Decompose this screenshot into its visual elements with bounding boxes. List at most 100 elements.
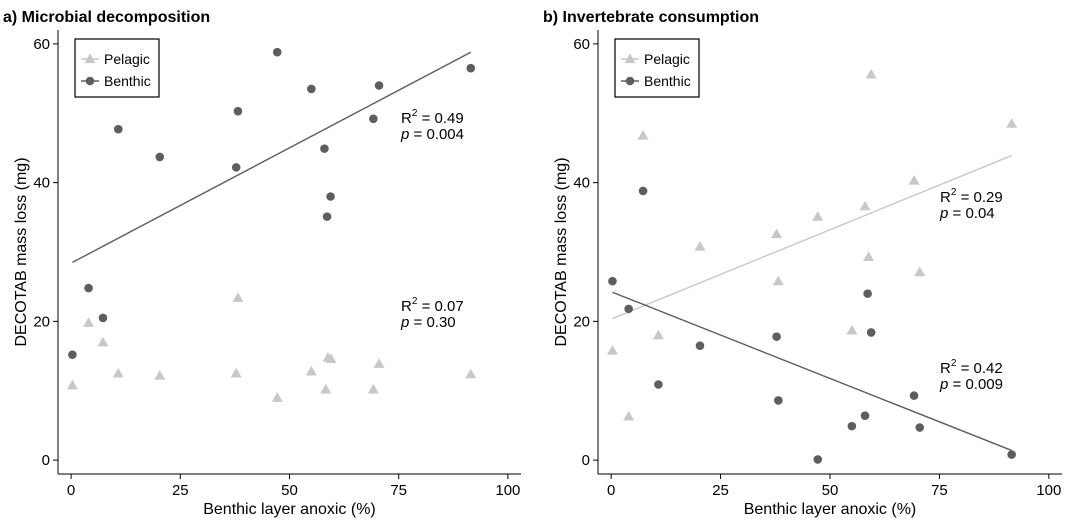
x-tick-label: 50 — [281, 482, 298, 499]
x-axis-label: Benthic layer anoxic (%) — [203, 501, 376, 518]
r-squared-label: R2 = 0.29 — [940, 187, 1003, 206]
pelagic-fit-line — [612, 154, 1012, 320]
benthic-point — [322, 212, 332, 221]
panel-microbial-decomposition: a) Microbial decomposition 0 20 40 60 0 25 50 7… — [3, 9, 521, 518]
pelagic-point — [772, 275, 784, 286]
pelagic-point — [908, 175, 920, 185]
benthic-point — [466, 63, 476, 73]
pelagic-point — [623, 410, 635, 421]
benthic-point — [847, 421, 857, 431]
y-tick-label: 20 — [33, 313, 50, 330]
legend-label-benthic: Benthic — [104, 73, 151, 89]
pelagic-point — [232, 292, 244, 302]
fit-lines — [72, 51, 472, 264]
axes-frame: 0 20 40 60 0 25 50 75 100 — [33, 30, 521, 499]
pelagic-point — [305, 365, 317, 376]
benthic-point — [695, 341, 705, 350]
pelagic-point — [859, 200, 871, 211]
x-tick-label: 0 — [67, 482, 75, 499]
legend: Pelagic Benthic — [614, 38, 700, 98]
pelagic-point — [606, 345, 618, 355]
benthic-point — [98, 313, 108, 323]
benthic-point — [774, 396, 783, 405]
benthic-fit-line — [612, 291, 1012, 452]
pelagic-point — [771, 228, 783, 239]
y-tick-label: 40 — [573, 175, 590, 192]
benthic-point — [369, 114, 378, 124]
data-points — [606, 68, 1018, 464]
x-tick-label: 0 — [607, 482, 615, 499]
pelagic-point — [325, 353, 337, 363]
fit-lines — [612, 154, 1012, 452]
pelagic-point — [465, 368, 477, 379]
y-tick-label: 0 — [42, 452, 50, 469]
stat-annotations: R2 = 0.29p = 0.04 R2 = 0.42p = 0.009 — [939, 187, 1003, 393]
pelagic-point — [320, 383, 332, 394]
x-tick-label: 25 — [712, 482, 729, 499]
benthic-point — [272, 47, 282, 57]
y-tick-label: 60 — [33, 36, 50, 53]
y-tick-label: 40 — [33, 175, 50, 192]
panel-invertebrate-consumption: b) Invertebrate consumption 0 20 40 60 0 25 50… — [543, 9, 1062, 518]
pelagic-point — [230, 367, 242, 378]
axes-frame: 0 20 40 60 0 25 50 75 100 — [573, 30, 1062, 499]
benthic-point — [155, 152, 165, 162]
pelagic-point — [112, 367, 124, 378]
benthic-fit-line — [72, 51, 472, 264]
pelagic-point — [637, 129, 649, 140]
x-tick-label: 100 — [1036, 482, 1061, 499]
pelagic-point — [83, 317, 95, 327]
panel-title: b) Invertebrate consumption — [543, 9, 759, 26]
benthic-point — [813, 455, 823, 464]
benthic-point — [113, 124, 123, 134]
r-squared-label: R2 = 0.49 — [401, 108, 464, 127]
benthic-point — [638, 186, 648, 196]
data-points — [66, 47, 477, 402]
pelagic-point — [66, 379, 78, 390]
p-value-label: p = 0.30 — [400, 314, 456, 331]
pelagic-point — [373, 358, 385, 368]
panel-title: a) Microbial decomposition — [3, 9, 210, 26]
pelagic-point — [865, 68, 877, 79]
benthic-point — [1007, 450, 1016, 459]
benthic-point — [68, 350, 77, 359]
benthic-point — [233, 106, 243, 116]
pelagic-point — [271, 392, 283, 402]
pelagic-point — [97, 336, 109, 347]
benthic-point — [866, 328, 876, 337]
x-tick-label: 100 — [495, 482, 520, 499]
benthic-point — [374, 81, 384, 90]
pelagic-point — [694, 240, 706, 251]
p-value-label: p = 0.04 — [939, 205, 995, 222]
benthic-point — [608, 276, 617, 286]
pelagic-point — [863, 251, 875, 261]
y-tick-label: 0 — [582, 452, 590, 469]
benthic-point — [860, 411, 870, 421]
benthic-point — [624, 304, 633, 314]
benthic-point — [326, 192, 335, 201]
y-axis-label: DECOTAB mass loss (mg) — [553, 157, 570, 346]
benthic-point — [772, 332, 781, 341]
p-value-label: p = 0.004 — [400, 126, 464, 143]
benthic-point — [915, 423, 925, 432]
y-axis-label: DECOTAB mass loss (mg) — [13, 157, 30, 346]
pelagic-point — [846, 324, 858, 335]
benthic-point — [307, 84, 316, 94]
p-value-label: p = 0.009 — [939, 376, 1003, 393]
x-tick-label: 75 — [390, 482, 407, 499]
benthic-point — [863, 289, 872, 298]
stat-annotations: R2 = 0.49p = 0.004 R2 = 0.07p = 0.30 — [400, 108, 464, 331]
pelagic-point — [154, 369, 166, 380]
x-axis-label: Benthic layer anoxic (%) — [744, 501, 917, 518]
legend-label-benthic: Benthic — [644, 73, 691, 89]
x-tick-label: 25 — [172, 482, 189, 499]
legend-label-pelagic: Pelagic — [104, 51, 150, 67]
x-tick-label: 75 — [931, 482, 948, 499]
benthic-point — [909, 391, 919, 400]
y-tick-label: 60 — [573, 36, 590, 53]
benthic-point — [84, 283, 93, 293]
legend-box — [614, 38, 700, 98]
pelagic-point — [652, 329, 664, 340]
legend: Pelagic Benthic — [74, 38, 160, 98]
